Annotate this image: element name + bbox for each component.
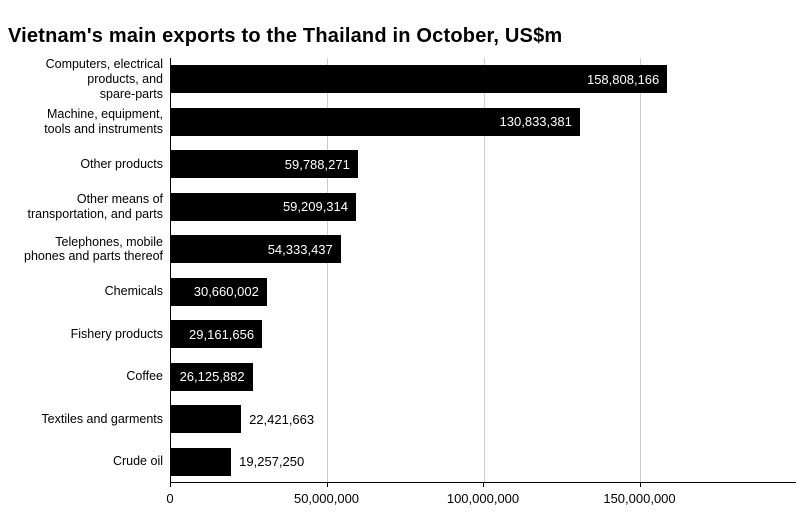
gridline <box>483 58 485 482</box>
bar: 29,161,656 <box>171 320 263 349</box>
bar-row: 30,660,002 <box>171 271 796 314</box>
bar-row: 59,209,314 <box>171 186 796 229</box>
bar-row: 59,788,271 <box>171 143 796 186</box>
bar-row: 29,161,656 <box>171 313 796 356</box>
tick-label: 150,000,000 <box>603 491 676 506</box>
bar-row: 22,421,663 <box>171 398 796 441</box>
gridlines-layer <box>171 58 796 482</box>
category-label: Fishery products <box>70 326 163 341</box>
tick-mark <box>170 483 171 487</box>
x-axis: 0 50,000,000 100,000,000 150,000,000 <box>166 483 796 511</box>
bar <box>171 447 232 476</box>
bar: 130,833,381 <box>171 107 580 136</box>
bars-layer: 158,808,166 130,833,381 59,788,271 59,209,3… <box>171 58 796 483</box>
category-label: Other products <box>80 156 163 171</box>
bar-value-label: 59,209,314 <box>282 199 349 215</box>
bar: 158,808,166 <box>171 65 668 94</box>
bar-value-label: 130,833,381 <box>499 114 572 130</box>
bar-row: 19,257,250 <box>171 441 796 484</box>
bar: 59,788,271 <box>171 150 358 179</box>
bar-row: 26,125,882 <box>171 356 796 399</box>
category-label: Coffee <box>126 369 163 384</box>
tick-label: 100,000,000 <box>446 491 520 506</box>
bar <box>171 405 242 434</box>
bar-value-label: 22,421,663 <box>249 411 315 427</box>
gridline <box>327 58 329 482</box>
bar: 54,333,437 <box>171 235 341 264</box>
tick-label: 0 <box>166 491 174 506</box>
bar-value-label: 54,333,437 <box>267 241 333 257</box>
bar-value-label: 26,125,882 <box>179 369 245 385</box>
category-axis: Computers, electrical products, and spar… <box>0 57 170 483</box>
bar: 26,125,882 <box>171 362 253 391</box>
category-label: Crude oil <box>112 454 163 469</box>
bar-value-label: 19,257,250 <box>239 454 305 470</box>
bar-value-label: 29,161,656 <box>189 326 255 342</box>
gridline <box>639 58 641 482</box>
bar: 30,660,002 <box>171 277 267 306</box>
category-label: Chemicals <box>104 284 163 299</box>
tick-mark <box>639 483 641 487</box>
bar-value-label: 158,808,166 <box>586 71 660 87</box>
chart-title: Vietnam's main exports to the Thailand i… <box>8 25 563 48</box>
bar-value-label: 30,660,002 <box>193 284 259 300</box>
bar: 59,209,314 <box>171 192 357 221</box>
category-label: Machine, equipment, tools and instrument… <box>44 107 163 136</box>
tick-mark <box>326 483 328 487</box>
plot-area: 158,808,166 130,833,381 59,788,271 59,209,3… <box>170 58 796 483</box>
category-label: Computers, electrical products, and spar… <box>45 57 163 101</box>
category-label: Other means of transportation, and parts <box>27 192 164 221</box>
bar-row: 130,833,381 <box>171 101 796 144</box>
bar-value-label: 59,788,271 <box>284 156 350 172</box>
tick-label: 50,000,000 <box>293 491 360 506</box>
bar-row: 54,333,437 <box>171 228 796 271</box>
bar-chart: Computers, electrical products, and spar… <box>0 57 796 483</box>
category-label: Telephones, mobile phones and parts ther… <box>24 234 163 264</box>
tick-mark <box>483 483 484 487</box>
bar-row: 158,808,166 <box>171 58 796 101</box>
category-label: Textiles and garments <box>41 411 163 426</box>
